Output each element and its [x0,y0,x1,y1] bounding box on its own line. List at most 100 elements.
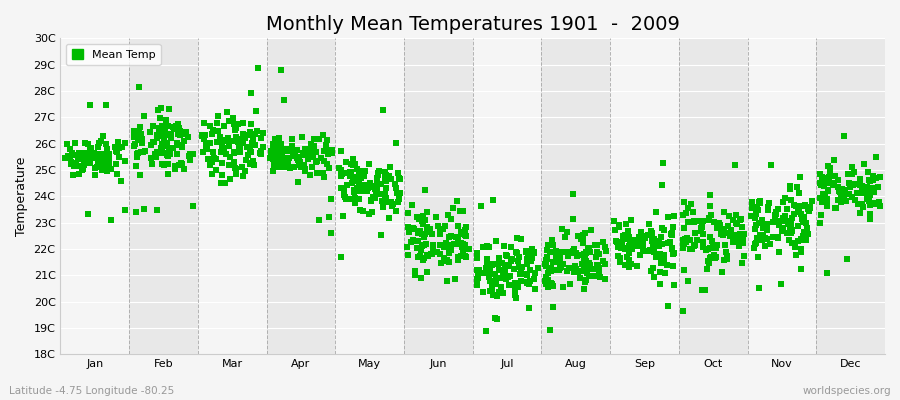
Point [788,244,802,250]
Point [469,276,483,282]
Point [215,144,230,150]
Point [835,190,850,196]
Point [760,227,775,233]
Point [796,233,810,240]
Point [292,162,307,168]
Point [355,184,369,190]
Point [695,220,709,227]
Point [609,239,624,246]
Point [795,215,809,222]
Point [132,84,147,90]
Point [287,150,302,156]
Point [502,263,517,270]
Point [375,107,390,113]
Point [850,190,865,196]
Point [545,304,560,310]
Point [370,176,384,183]
Point [611,244,625,251]
Point [173,132,187,138]
Point [78,156,93,163]
Point [494,275,508,282]
Point [68,140,82,146]
Point [209,156,223,162]
Point [520,272,535,278]
Point [97,154,112,160]
Point [635,232,650,239]
Point [592,265,607,272]
Point [211,128,225,134]
Point [274,160,289,166]
Point [666,224,680,230]
Point [480,256,494,262]
Point [624,261,638,268]
Point [415,218,429,224]
Point [310,170,324,176]
Point [647,249,662,255]
Point [630,243,644,250]
Point [542,268,556,274]
Point [227,159,241,165]
Point [644,228,658,235]
Point [709,254,724,260]
Point [818,196,832,202]
Point [177,138,192,144]
Point [560,229,574,235]
Point [91,158,105,164]
Point [749,240,763,246]
Point [102,153,116,159]
Point [378,192,392,198]
Bar [542,38,610,354]
Point [286,148,301,155]
Point [480,243,494,249]
Point [836,188,850,195]
Point [272,134,286,141]
Point [324,147,338,154]
Point [514,278,528,284]
Point [433,226,447,232]
Point [293,164,308,170]
Point [862,201,877,208]
Point [249,128,264,134]
Point [318,158,332,164]
Point [405,224,419,231]
Point [76,166,90,172]
Point [494,284,508,290]
Point [479,269,493,275]
Point [735,235,750,242]
Point [626,237,641,244]
Point [620,253,634,260]
Point [362,211,376,217]
Title: Monthly Mean Temperatures 1901  -  2009: Monthly Mean Temperatures 1901 - 2009 [266,15,680,34]
Point [845,194,859,201]
Point [831,197,845,204]
Point [134,140,148,146]
Point [344,169,358,175]
Point [371,170,385,177]
Point [102,162,116,168]
Point [859,186,873,192]
Point [410,230,425,236]
Point [815,174,830,180]
Point [696,218,710,224]
Point [860,184,874,190]
Point [702,215,716,221]
Point [853,182,868,188]
Point [706,242,720,248]
Point [820,176,834,183]
Point [492,289,507,295]
Point [571,232,585,239]
Point [150,206,165,213]
Point [858,184,872,191]
Point [232,142,247,149]
Point [425,231,439,238]
Point [81,154,95,161]
Point [199,140,213,146]
Point [372,191,386,198]
Point [236,131,250,138]
Point [161,145,176,151]
Point [245,140,259,146]
Point [784,221,798,228]
Point [488,315,502,321]
Point [500,276,514,282]
Point [321,214,336,220]
